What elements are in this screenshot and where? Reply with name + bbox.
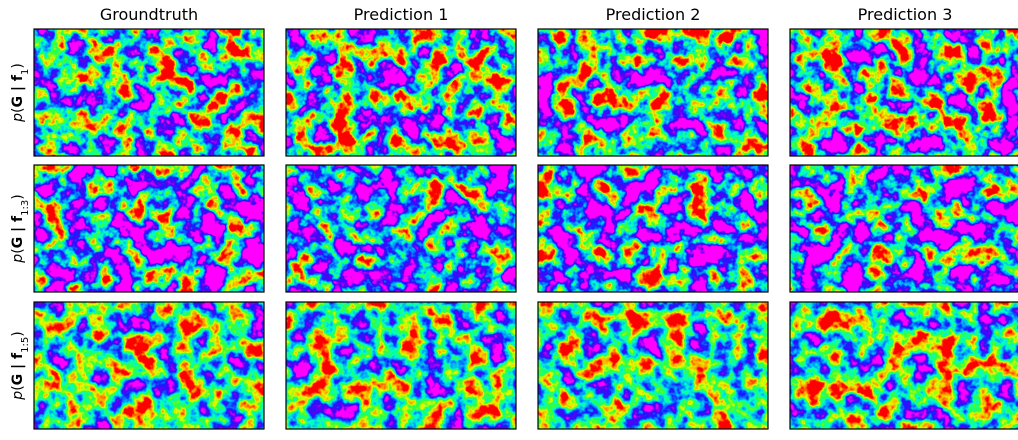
label-part: G | f bbox=[10, 74, 26, 107]
label-part: ( bbox=[10, 385, 26, 390]
heatmap bbox=[286, 29, 516, 156]
label-part: 1:3 bbox=[20, 200, 31, 216]
heatmap bbox=[286, 165, 516, 292]
panel-border bbox=[33, 28, 265, 157]
row-label: p(G | f1:3) bbox=[10, 194, 31, 263]
heatmap bbox=[538, 165, 768, 292]
label-part: G | f bbox=[10, 215, 26, 248]
label-part: p bbox=[10, 391, 26, 401]
label-part: ( bbox=[10, 248, 26, 253]
column-title: Prediction 2 bbox=[606, 5, 701, 24]
row-label: p(G | f1) bbox=[10, 63, 31, 123]
column-title: Groundtruth bbox=[100, 5, 198, 24]
panel-border bbox=[33, 301, 265, 430]
panel-border bbox=[285, 164, 517, 293]
panel-border bbox=[33, 164, 265, 293]
heatmap bbox=[538, 302, 768, 429]
heatmap bbox=[790, 165, 1018, 292]
label-part: p bbox=[10, 113, 26, 123]
label-part: G | f bbox=[10, 352, 26, 385]
heatmap bbox=[34, 302, 264, 429]
panel-border bbox=[285, 301, 517, 430]
panel-border bbox=[537, 164, 769, 293]
label-part: ) bbox=[10, 331, 26, 336]
panel-border bbox=[789, 164, 1018, 293]
column-title: Prediction 3 bbox=[858, 5, 953, 24]
panel-border bbox=[789, 28, 1018, 157]
panel-border bbox=[537, 28, 769, 157]
heatmap bbox=[34, 165, 264, 292]
column-title: Prediction 1 bbox=[354, 5, 449, 24]
heatmap bbox=[790, 302, 1018, 429]
label-part: ) bbox=[10, 194, 26, 199]
panel-border bbox=[537, 301, 769, 430]
heatmap bbox=[34, 29, 264, 156]
label-part: p bbox=[10, 254, 26, 264]
heatmap bbox=[790, 29, 1018, 156]
panel-border bbox=[789, 301, 1018, 430]
heatmap bbox=[538, 29, 768, 156]
panel-border bbox=[285, 28, 517, 157]
label-part: ( bbox=[10, 107, 26, 112]
label-part: ) bbox=[10, 63, 26, 68]
label-part: 1:5 bbox=[20, 337, 31, 353]
row-label: p(G | f1:5) bbox=[10, 331, 31, 400]
heatmap bbox=[286, 302, 516, 429]
label-part: 1 bbox=[20, 69, 31, 75]
